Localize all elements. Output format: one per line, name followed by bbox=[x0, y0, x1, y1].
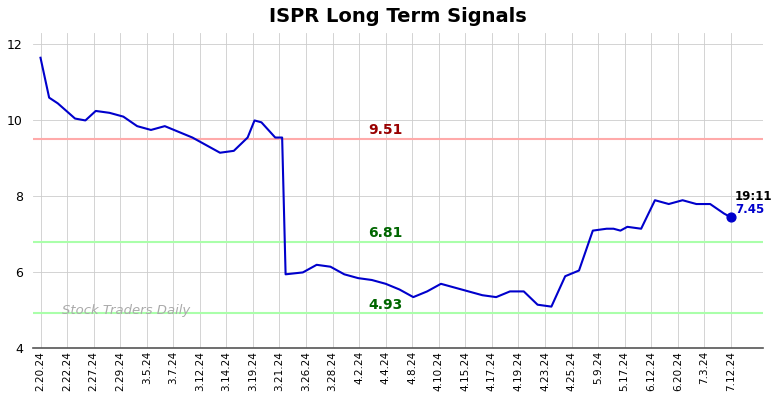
Text: 7.45: 7.45 bbox=[735, 203, 764, 216]
Text: Stock Traders Daily: Stock Traders Daily bbox=[62, 304, 190, 317]
Text: 4.93: 4.93 bbox=[368, 298, 403, 312]
Point bbox=[724, 214, 737, 220]
Text: 6.81: 6.81 bbox=[368, 226, 403, 240]
Text: 19:11: 19:11 bbox=[735, 190, 772, 203]
Title: ISPR Long Term Signals: ISPR Long Term Signals bbox=[269, 7, 527, 26]
Text: 9.51: 9.51 bbox=[368, 123, 403, 137]
